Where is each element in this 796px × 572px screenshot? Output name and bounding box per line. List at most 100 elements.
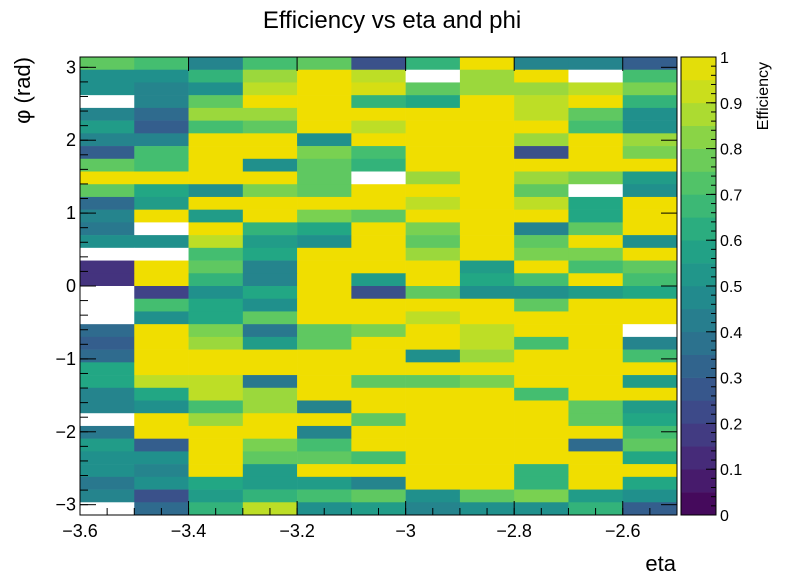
heatmap-cell	[622, 349, 678, 363]
heatmap-cell	[351, 82, 406, 96]
x-tick-label: −2.8	[496, 521, 532, 541]
heatmap-cell	[405, 438, 461, 452]
heatmap-cell	[622, 489, 678, 503]
heatmap-cell	[514, 196, 569, 210]
z-tick-label: 0.3	[720, 371, 742, 388]
heatmap-cell	[297, 235, 352, 249]
color-scale-band	[681, 423, 716, 447]
heatmap-cell	[134, 286, 189, 300]
heatmap-cell	[622, 69, 678, 83]
heatmap-cell	[297, 375, 352, 389]
heatmap-cell	[459, 286, 515, 300]
heatmap-cell	[80, 184, 135, 198]
heatmap-cell	[351, 222, 406, 236]
heatmap-cell	[405, 311, 461, 325]
heatmap-cell	[188, 260, 244, 274]
heatmap-cell	[351, 184, 406, 198]
heatmap-cell	[351, 158, 406, 172]
z-tick-label: 0.4	[720, 325, 742, 342]
heatmap-cell	[242, 69, 298, 83]
heatmap-cell	[459, 133, 515, 147]
heatmap-cell	[242, 107, 298, 121]
heatmap-cell	[188, 120, 244, 134]
heatmap-cell	[459, 451, 515, 465]
heatmap-cell	[134, 311, 189, 325]
z-tick-label: 0.5	[720, 279, 742, 296]
heatmap-cell	[297, 247, 352, 261]
heatmap-cell	[351, 247, 406, 261]
heatmap-cell	[351, 260, 406, 274]
heatmap-cell	[351, 413, 406, 427]
x-axis: −3.6 −3.4 −3.2 −3 −2.8 −2.6	[62, 57, 678, 541]
heatmap-cell	[80, 69, 135, 83]
heatmap-cell	[405, 336, 461, 350]
heatmap-cell	[405, 133, 461, 147]
heatmap-cell	[188, 222, 244, 236]
x-axis-label: eta	[645, 551, 676, 572]
heatmap-cell	[514, 311, 569, 325]
heatmap-cell	[459, 247, 515, 261]
color-scale-band	[681, 102, 716, 126]
heatmap-cell	[568, 273, 624, 287]
heatmap-cell	[568, 311, 624, 325]
heatmap-cell	[134, 387, 189, 401]
heatmap-cell	[405, 235, 461, 249]
heatmap-cell	[459, 196, 515, 210]
heatmap-cell	[134, 489, 189, 503]
heatmap-cell	[80, 57, 135, 71]
heatmap-cell	[568, 171, 624, 185]
heatmap-cell	[622, 82, 678, 96]
heatmap-cell	[80, 400, 135, 414]
x-tick-label: −3	[395, 521, 416, 541]
heatmap-cell	[242, 120, 298, 134]
heatmap-cell	[622, 324, 678, 338]
heatmap-cell	[242, 349, 298, 363]
z-tick-label: 0.1	[720, 462, 742, 479]
heatmap-cell	[134, 438, 189, 452]
heatmap-cell	[351, 95, 406, 109]
heatmap-cell	[242, 413, 298, 427]
heatmap-cell	[405, 146, 461, 160]
heatmap-cell	[242, 489, 298, 503]
heatmap-cell	[568, 387, 624, 401]
heatmap-cell	[188, 349, 244, 363]
heatmap-cell	[351, 349, 406, 363]
heatmap-cell	[459, 95, 515, 109]
heatmap-cell	[514, 400, 569, 414]
heatmap-cell	[405, 464, 461, 478]
heatmap-cell	[514, 69, 569, 83]
heatmap-cell	[80, 133, 135, 147]
heatmap-cell	[622, 95, 678, 109]
heatmap-cell	[242, 260, 298, 274]
y-tick-label: 1	[66, 203, 76, 223]
heatmap-cell	[568, 400, 624, 414]
heatmap-cell	[80, 247, 135, 261]
y-axis: −3 −2 −1 0 1 2 3	[55, 57, 677, 515]
heatmap-cell	[134, 196, 189, 210]
heatmap-cell	[405, 158, 461, 172]
heatmap-cell	[297, 146, 352, 160]
heatmap-cell	[459, 324, 515, 338]
heatmap-cell	[80, 235, 135, 249]
x-tick-label: −3.6	[62, 521, 98, 541]
chart-title: Efficiency vs eta and phi	[263, 7, 521, 34]
color-scale-band	[681, 148, 716, 172]
heatmap-cell	[188, 69, 244, 83]
heatmap-cell	[459, 387, 515, 401]
heatmap-cell	[568, 158, 624, 172]
heatmap-cell	[188, 184, 244, 198]
heatmap-cell	[351, 311, 406, 325]
heatmap-cell	[134, 133, 189, 147]
color-scale-band	[681, 79, 716, 104]
heatmap-cell	[459, 57, 515, 71]
heatmap-cell	[622, 196, 678, 210]
heatmap-cell	[297, 387, 352, 401]
heatmap-cell	[134, 82, 189, 96]
heatmap-cell	[622, 235, 678, 249]
y-tick-label: 3	[66, 57, 76, 77]
heatmap-cell	[622, 57, 678, 71]
heatmap-cell	[514, 298, 569, 312]
heatmap-cell	[351, 298, 406, 312]
heatmap-cell	[297, 324, 352, 338]
heatmap-cell	[514, 425, 569, 439]
